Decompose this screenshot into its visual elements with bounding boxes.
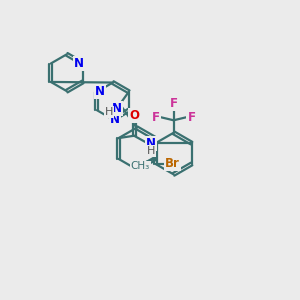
Text: N: N	[74, 57, 84, 70]
Text: H: H	[147, 146, 155, 156]
Text: CH₃: CH₃	[131, 161, 150, 171]
Text: N: N	[112, 102, 122, 115]
Text: N: N	[110, 113, 120, 126]
Text: F: F	[188, 111, 195, 124]
Text: N: N	[146, 137, 156, 150]
Text: H: H	[105, 107, 113, 117]
Text: F: F	[152, 111, 160, 124]
Text: F: F	[169, 97, 178, 110]
Text: Br: Br	[165, 158, 180, 170]
Text: O: O	[129, 109, 139, 122]
Text: N: N	[95, 85, 105, 98]
